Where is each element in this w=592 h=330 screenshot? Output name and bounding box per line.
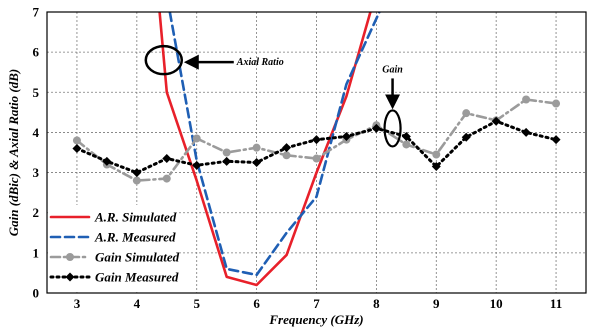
y-tick-label: 3	[33, 165, 40, 180]
data-point-gain-measured	[312, 135, 321, 145]
y-tick-label: 6	[33, 45, 40, 60]
data-point-gain-simulated	[312, 154, 321, 163]
data-point-gain-simulated	[192, 134, 201, 143]
data-point-gain-measured	[282, 143, 292, 153]
y-tick-label: 2	[33, 205, 40, 220]
series-layer	[72, 12, 561, 287]
series-line-ar-measured	[168, 12, 381, 277]
data-point-gain-measured	[551, 135, 561, 145]
series-gain-measured	[72, 116, 561, 178]
gain-annotation-label: Gain	[382, 64, 403, 75]
x-tick-label: 9	[433, 296, 440, 311]
series-line-ar-simulated	[158, 12, 372, 287]
y-axis-title: Gain (dBic) & Axial Ratio (dB)	[6, 69, 21, 236]
gain-ellipse	[383, 109, 402, 148]
data-point-gain-measured	[521, 127, 531, 137]
legend-label-gain-measured: Gain Measured	[95, 270, 179, 285]
x-tick-label: 6	[253, 296, 260, 311]
x-tick-label: 3	[74, 296, 81, 311]
axial-ratio-label: Axial Ratio	[236, 57, 284, 68]
data-point-gain-simulated	[282, 151, 291, 160]
legend-label-gain-simulated: Gain Simulated	[95, 250, 180, 265]
y-tick-labels: 0 1 2 3 4 5 6 7	[33, 5, 40, 301]
x-tick-label: 7	[313, 296, 320, 311]
legend-item-ar-simulated: A.R. Simulated	[49, 210, 177, 225]
series-ar-simulated	[158, 12, 372, 287]
legend-label-ar-measured: A.R. Measured	[94, 230, 176, 245]
data-point-gain-measured	[132, 168, 142, 178]
series-line-gain-simulated	[75, 98, 558, 182]
legend-item-gain-measured: Gain Measured	[49, 270, 179, 285]
data-point-gain-measured	[102, 156, 112, 166]
x-tick-labels: 3 4 5 6 7 8 9 10 11	[74, 296, 563, 311]
data-point-gain-measured	[371, 123, 381, 133]
x-tick-label: 10	[490, 296, 503, 311]
data-point-gain-measured	[431, 162, 441, 172]
legend-item-gain-simulated: Gain Simulated	[49, 250, 180, 265]
data-point-gain-simulated	[462, 109, 471, 118]
legend-item-ar-measured: A.R. Measured	[49, 230, 176, 245]
y-tick-label: 0	[33, 286, 40, 301]
data-point-gain-measured	[252, 158, 262, 168]
annotations: Axial Ratio Gain	[144, 44, 403, 148]
x-tick-label: 5	[193, 296, 200, 311]
data-point-gain-measured	[491, 116, 501, 126]
data-point-gain-simulated	[132, 176, 141, 185]
data-point-gain-simulated	[162, 174, 171, 183]
y-tick-label: 7	[33, 5, 40, 20]
legend-marker	[66, 253, 74, 261]
data-point-gain-measured	[72, 143, 82, 153]
legend: A.R. Simulated A.R. Measured Gain Simula…	[48, 205, 180, 291]
data-point-gain-measured	[461, 132, 471, 142]
y-tick-label: 4	[33, 125, 40, 140]
x-tick-label: 4	[134, 296, 141, 311]
data-point-gain-measured	[341, 131, 351, 141]
data-point-gain-simulated	[522, 95, 531, 104]
legend-marker	[65, 272, 75, 282]
data-point-gain-measured	[192, 160, 202, 170]
x-tick-label: 8	[373, 296, 380, 311]
data-point-gain-measured	[401, 131, 411, 141]
series-ar-measured	[168, 12, 381, 277]
x-axis-title: Frequency (GHz)	[268, 312, 363, 327]
data-point-gain-simulated	[252, 143, 261, 152]
data-point-gain-simulated	[72, 136, 81, 145]
axial-ratio-ellipse	[144, 44, 184, 76]
data-point-gain-measured	[222, 156, 232, 166]
data-point-gain-simulated	[432, 150, 441, 159]
plot-frame	[46, 11, 587, 294]
data-point-gain-simulated	[402, 140, 411, 149]
legend-label-ar-simulated: A.R. Simulated	[94, 210, 177, 225]
y-tick-label: 5	[33, 85, 40, 100]
data-point-gain-measured	[162, 154, 172, 164]
x-tick-label: 11	[550, 296, 562, 311]
data-point-gain-simulated	[222, 148, 231, 157]
data-point-gain-simulated	[552, 99, 561, 108]
y-tick-label: 1	[33, 245, 40, 260]
